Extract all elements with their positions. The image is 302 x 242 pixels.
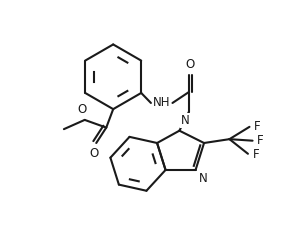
Text: NH: NH [153, 97, 170, 109]
Text: F: F [254, 120, 261, 133]
Text: N: N [199, 172, 207, 185]
Text: O: O [185, 58, 195, 71]
Text: F: F [257, 134, 264, 147]
Text: O: O [89, 147, 98, 160]
Text: O: O [77, 103, 86, 116]
Text: N: N [181, 114, 190, 127]
Text: F: F [252, 148, 259, 161]
